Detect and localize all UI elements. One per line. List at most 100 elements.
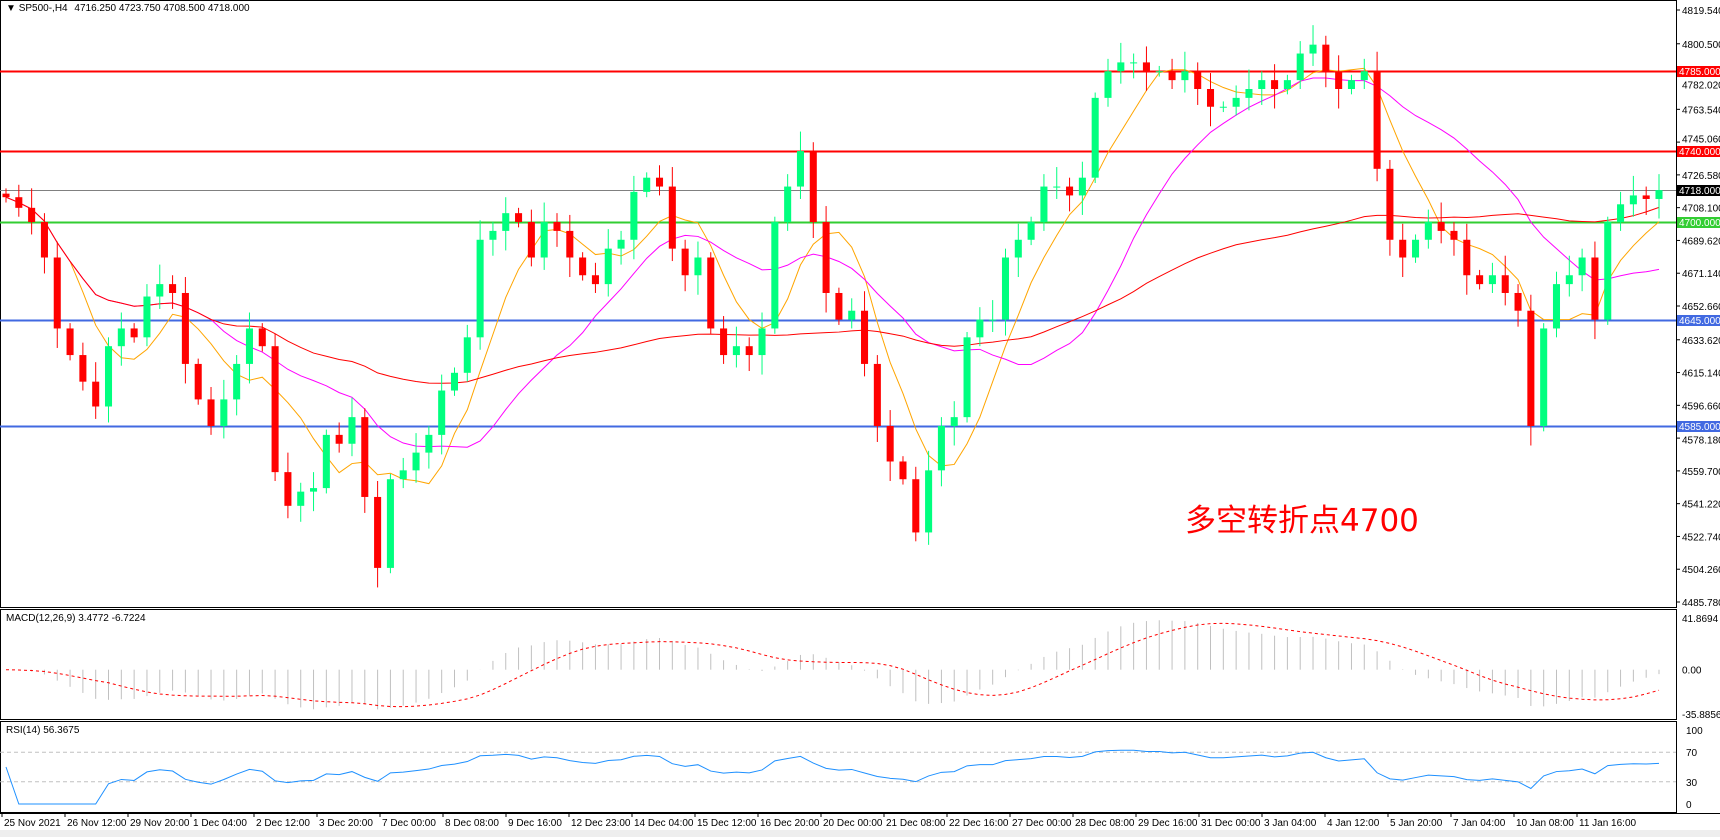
rsi-tick-label: 30 <box>1686 778 1698 789</box>
candle-body <box>655 177 664 187</box>
candle-body <box>361 417 369 497</box>
annotation-text: 多空转折点4700 <box>1185 503 1419 539</box>
candle-body <box>15 197 23 208</box>
time-tick-label: 22 Dec 16:00 <box>949 818 1009 829</box>
candle-body <box>1373 71 1381 169</box>
level-tag-label: 4740.000 <box>1679 147 1720 158</box>
time-tick-label: 11 Jan 16:00 <box>1579 818 1637 829</box>
candle-body <box>450 372 459 391</box>
candle-body <box>28 207 36 223</box>
candle-body <box>809 151 817 223</box>
price-tick-label: 4578.180 <box>1682 436 1720 447</box>
candle-body <box>220 399 228 427</box>
candle-body <box>284 472 292 506</box>
candle-body <box>630 191 638 240</box>
level-tag-4585 <box>1677 421 1720 432</box>
candle-body <box>848 310 856 320</box>
candle-body <box>169 284 177 293</box>
candle-body <box>668 186 676 249</box>
candle-body <box>694 257 702 276</box>
candle-body <box>1463 239 1471 276</box>
macd-tick-label: -35.8856 <box>1682 710 1720 721</box>
candle-body <box>40 222 48 258</box>
candle-body <box>207 399 215 427</box>
time-tick-label: 2 Dec 12:00 <box>256 818 310 829</box>
candle-body <box>1078 177 1086 196</box>
price-tick-label: 4633.620 <box>1682 336 1720 347</box>
candle-body <box>502 213 510 231</box>
candle-body <box>1001 257 1010 320</box>
triangle-down-icon[interactable]: ▼ <box>6 3 16 14</box>
candle-body <box>1309 44 1317 54</box>
time-tick-label: 29 Dec 16:00 <box>1138 818 1198 829</box>
macd-signal-line <box>5 622 1660 708</box>
candle-body <box>822 222 830 293</box>
candle-body <box>1206 89 1215 107</box>
candle-body <box>1552 284 1561 329</box>
candle-body <box>1514 292 1522 311</box>
candle-body <box>1117 62 1125 72</box>
price-tick-label: 4800.500 <box>1682 40 1720 51</box>
candle-body <box>79 355 87 382</box>
candle-body <box>2 193 10 198</box>
status-strip <box>0 830 1720 837</box>
time-tick-label: 1 Dec 04:00 <box>193 818 247 829</box>
time-tick-label: 4 Jan 12:00 <box>1327 818 1380 829</box>
time-tick-label: 20 Dec 00:00 <box>823 818 883 829</box>
candle-body <box>489 230 497 240</box>
candle-body <box>438 390 446 435</box>
candle-body <box>181 292 189 364</box>
candle-body <box>604 248 612 285</box>
price-tick-label: 4726.580 <box>1682 171 1720 182</box>
price-tick-label: 4596.660 <box>1682 401 1720 412</box>
candle-body <box>233 363 241 400</box>
candle-body <box>1066 186 1074 196</box>
candle-body <box>1501 275 1509 293</box>
candle-body <box>1155 71 1163 73</box>
candle-body <box>245 328 253 364</box>
candle-body <box>925 470 933 533</box>
level-tag-label: 4585.000 <box>1679 422 1720 433</box>
candle-body <box>374 496 382 568</box>
candle-body <box>1412 239 1420 258</box>
candle-body <box>1527 310 1535 427</box>
price-tick-label: 4819.540 <box>1682 6 1720 17</box>
candle-body <box>976 319 984 338</box>
candle-body <box>194 363 202 400</box>
price-tick-label: 4522.740 <box>1682 532 1720 543</box>
level-tag-label: 4785.000 <box>1679 67 1720 78</box>
macd-pane-border <box>0 609 1677 720</box>
candle-body <box>1629 195 1637 205</box>
candle-body <box>412 452 420 471</box>
macd-tick-label: 41.8694 <box>1682 614 1719 625</box>
rsi-tick-label: 0 <box>1686 800 1692 811</box>
candle-body <box>143 296 151 338</box>
candle-body <box>53 257 61 329</box>
candle-body <box>912 479 920 533</box>
price-tick-label: 4485.780 <box>1682 598 1720 609</box>
price-tick-label: 4671.140 <box>1682 269 1720 280</box>
candle-body <box>899 461 907 480</box>
candle-body <box>937 426 945 471</box>
candle-body <box>515 213 523 223</box>
level-tag-label: 4718.000 <box>1679 186 1720 197</box>
candle-body <box>425 434 433 453</box>
rsi-line <box>5 749 1660 805</box>
candle-body <box>1245 89 1253 98</box>
candle-body <box>1540 328 1548 427</box>
rsi-tick-label: 70 <box>1686 748 1698 759</box>
time-tick-label: 3 Dec 20:00 <box>319 818 373 829</box>
rsi-label: RSI(14) 56.3675 <box>6 725 80 736</box>
candle-body <box>104 346 113 407</box>
candle-body <box>1386 168 1394 240</box>
price-tick-label: 4615.140 <box>1682 369 1720 380</box>
candle-body <box>1271 80 1279 90</box>
level-tag-label: 4700.000 <box>1679 218 1720 229</box>
time-tick-label: 3 Jan 04:00 <box>1264 818 1317 829</box>
candle-body <box>1322 44 1330 72</box>
candle-body <box>297 491 305 506</box>
time-tick-label: 26 Nov 12:00 <box>67 818 127 829</box>
price-tick-label: 4689.620 <box>1682 236 1720 247</box>
candle-body <box>1335 71 1343 90</box>
